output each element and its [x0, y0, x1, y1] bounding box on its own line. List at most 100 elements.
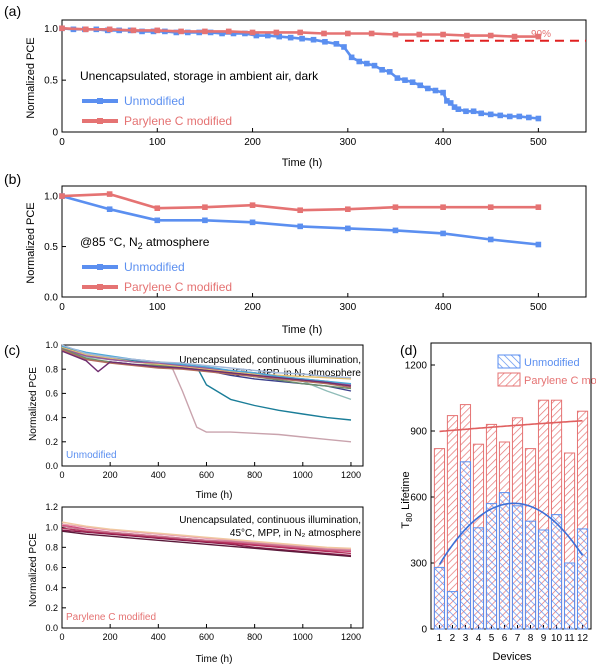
- data-point: [526, 114, 532, 121]
- data-point: [535, 33, 542, 40]
- y-tick-label: 0.8: [45, 542, 58, 552]
- data-point: [497, 112, 504, 119]
- data-point: [487, 111, 494, 118]
- y-tick-label: 0.6: [45, 389, 58, 399]
- data-point: [106, 26, 113, 33]
- x-tick-label: 3: [463, 633, 469, 644]
- legend-unmodified-label: Unmodified: [524, 357, 580, 369]
- data-point: [379, 66, 385, 73]
- data-point: [432, 87, 439, 94]
- x-tick-label: 9: [541, 633, 547, 644]
- panel-c-bottom-tag: Parylene C modified: [66, 612, 156, 623]
- device-trace-11: [61, 344, 352, 379]
- device-trace-5: [61, 527, 352, 555]
- y-tick-label: 0.2: [45, 437, 58, 447]
- legend-parylene-marker: [97, 284, 103, 290]
- device-trace-5: [61, 346, 352, 380]
- data-point: [345, 225, 351, 232]
- bar-unmodified-2: [446, 591, 459, 630]
- data-point: [230, 30, 237, 37]
- x-tick-label: 600: [199, 632, 214, 642]
- legend-unmodified-marker: [97, 264, 103, 270]
- data-point: [440, 230, 446, 237]
- plot-frame: [61, 344, 364, 467]
- device-trace-4: [61, 521, 352, 549]
- data-point: [511, 33, 518, 40]
- legend-unmodified-label: Unmodified: [124, 94, 185, 108]
- panel-a-letter: (a): [4, 3, 21, 19]
- y-tick-label: 600: [410, 493, 427, 504]
- data-point: [535, 204, 542, 210]
- panel-b-annotation: @85 °C, N2 atmosphere: [80, 235, 210, 251]
- data-point: [447, 100, 454, 106]
- y-tick-label: 0.0: [45, 623, 58, 633]
- x-tick-label: 5: [489, 633, 495, 644]
- data-point: [409, 79, 416, 86]
- legend-unmodified-swatch: [497, 354, 521, 369]
- data-point: [487, 236, 494, 243]
- panel-c-top-xlabel: Time (h): [196, 490, 233, 501]
- data-point: [451, 104, 458, 110]
- legend-parylene-label: Parylene C modified: [524, 375, 596, 387]
- y-tick-label: 300: [410, 559, 427, 570]
- bar-unmodified-9: [537, 529, 550, 630]
- series-parylene: [59, 191, 542, 214]
- data-point: [470, 108, 477, 115]
- x-tick-label: 6: [502, 633, 508, 644]
- bar-unmodified-11: [563, 562, 576, 630]
- panel-c-bottom-axes: 0.0 0.2 0.4 0.6 0.8 1.0 1.2 0 200 400 600 800 1000 12…: [45, 502, 364, 642]
- data-point: [487, 32, 494, 39]
- data-point: [219, 30, 225, 37]
- y-tick-label: 0.0: [44, 293, 58, 304]
- panel-c-top-ylabel: Normalized PCE: [28, 367, 39, 441]
- data-point: [276, 33, 283, 40]
- x-tick-label: 200: [103, 470, 118, 480]
- data-point: [535, 115, 542, 122]
- device-trace-10: [61, 350, 352, 387]
- data-point: [154, 27, 161, 34]
- panel-c-letter: (c): [4, 342, 20, 358]
- device-trace-2: [61, 529, 352, 557]
- device-trace-8: [61, 345, 352, 385]
- series-parylene: [59, 25, 542, 40]
- panel-a-ylabel: Normalized PCE: [25, 37, 37, 118]
- bar-unmodified-8: [524, 520, 537, 630]
- data-point: [371, 62, 378, 69]
- data-point: [310, 36, 317, 43]
- device-trace-7: [61, 530, 352, 558]
- y-tick-label: 1.0: [45, 522, 58, 532]
- panel-d-ylabel: T80 Lifetime: [400, 471, 414, 528]
- plot-frame: [61, 19, 587, 133]
- bar-unmodified-6: [498, 492, 511, 630]
- data-point: [356, 58, 363, 65]
- data-point: [444, 98, 450, 104]
- x-tick-label: 300: [339, 137, 356, 148]
- panel-d-axes: 0 300 600 900 1200: [405, 342, 592, 636]
- panel-c-bottom-ylabel: Normalized PCE: [28, 533, 39, 607]
- panel-b-ylabel: Normalized PCE: [25, 202, 37, 283]
- data-point: [364, 60, 370, 67]
- x-tick-label: 400: [151, 632, 166, 642]
- data-point: [154, 217, 161, 224]
- y-tick-label: 0.6: [45, 563, 58, 573]
- data-point: [297, 29, 303, 36]
- x-tick-label: 10: [551, 633, 563, 644]
- legend-unmodified-label: Unmodified: [124, 260, 185, 274]
- panel-a-legend: Unmodified Parylene C modified: [82, 94, 232, 128]
- device-trace-9: [61, 349, 352, 389]
- device-trace-6: [61, 525, 352, 552]
- x-tick-label: 8: [528, 633, 534, 644]
- data-point: [202, 204, 208, 210]
- data-point: [478, 110, 484, 117]
- x-tick-label: 7: [515, 633, 521, 644]
- x-tick-label: 100: [149, 302, 166, 313]
- data-point: [535, 241, 542, 248]
- y-tick-label: 1.0: [45, 340, 58, 350]
- panel-a-xlabel: Time (h): [282, 157, 323, 169]
- data-point: [368, 30, 375, 37]
- x-tick-label: 200: [244, 302, 261, 313]
- panel-d-xlabel: Devices: [492, 651, 532, 663]
- data-point: [348, 54, 355, 61]
- x-tick-label: 200: [103, 632, 118, 642]
- x-tick-label: 800: [247, 632, 262, 642]
